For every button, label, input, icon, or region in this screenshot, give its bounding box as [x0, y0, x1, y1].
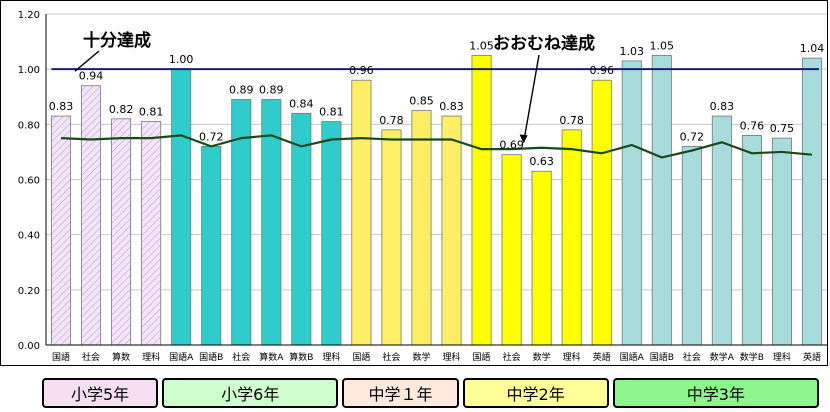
x-tick-label: 理科 — [322, 351, 340, 363]
annotation-arrow — [522, 54, 540, 143]
data-label: 0.83 — [439, 100, 464, 113]
grade-group-label: 小学5年 — [42, 378, 159, 408]
y-tick-label: 1.20 — [18, 10, 40, 21]
bar — [141, 121, 162, 346]
data-label: 1.04 — [800, 42, 825, 55]
x-tick-label: 国語A — [620, 351, 645, 363]
y-tick-label: 0.40 — [18, 231, 40, 242]
trend-line — [60, 134, 813, 159]
bar — [291, 112, 312, 346]
x-tick-label: 国語 — [52, 351, 70, 363]
data-label: 0.89 — [259, 84, 284, 97]
data-label: 0.81 — [319, 106, 344, 119]
bar — [711, 115, 732, 346]
y-tick-label: 1.00 — [18, 65, 40, 76]
data-label: 0.72 — [680, 130, 705, 143]
x-tick-label: 数学A — [710, 351, 735, 363]
data-label: 0.83 — [49, 100, 74, 113]
bar — [441, 115, 462, 346]
data-label: 0.78 — [379, 114, 404, 127]
x-tick-label: 理科 — [563, 351, 581, 363]
x-tick-label: 社会 — [382, 351, 400, 363]
x-tick-label: 算数B — [289, 351, 313, 363]
x-tick-label: 算数A — [259, 351, 284, 363]
x-tick-label: 数学 — [533, 351, 551, 363]
arrowhead — [519, 134, 528, 144]
y-tick-label: 0.20 — [18, 286, 40, 297]
x-tick-label: 社会 — [232, 351, 250, 363]
data-label: 0.94 — [79, 70, 104, 83]
annotation-label: 十分達成 — [83, 30, 151, 51]
data-label: 0.96 — [589, 64, 614, 77]
x-tick-label: 算数 — [112, 351, 130, 363]
grade-group-label: 中学１年 — [342, 378, 459, 408]
data-label: 1.03 — [620, 45, 645, 58]
bar — [201, 145, 222, 346]
bar — [591, 79, 612, 346]
data-label: 0.89 — [229, 84, 254, 97]
data-label: 0.96 — [349, 64, 374, 77]
data-label: 0.72 — [199, 130, 224, 143]
data-label: 0.83 — [710, 100, 735, 113]
bar — [411, 110, 432, 346]
y-tick-label: 0.00 — [18, 341, 40, 352]
data-label: 1.00 — [169, 53, 194, 66]
data-label: 0.78 — [559, 114, 584, 127]
data-label: 0.82 — [109, 103, 134, 116]
data-label: 0.84 — [289, 97, 314, 110]
y-tick-label: 0.80 — [18, 120, 40, 131]
y-tick-label: 0.60 — [18, 176, 40, 187]
x-tick-label: 国語A — [169, 351, 194, 363]
data-label: 1.05 — [469, 39, 494, 52]
x-tick-label: 理科 — [443, 351, 461, 363]
bar — [111, 118, 132, 346]
x-tick-label: 社会 — [503, 351, 521, 363]
x-tick-label: 英語 — [593, 351, 611, 363]
bar — [381, 129, 402, 346]
x-tick-label: 国語 — [473, 351, 491, 363]
bar — [741, 134, 762, 346]
bar — [351, 79, 372, 346]
data-label: 0.63 — [529, 155, 554, 168]
x-tick-label: 理科 — [773, 351, 791, 363]
bar — [771, 137, 792, 346]
bar — [321, 121, 342, 346]
x-tick-label: 社会 — [683, 351, 701, 363]
data-label: 0.76 — [740, 119, 765, 132]
bar — [81, 85, 102, 346]
chart-frame: 0.83 0.94 0.82 0.81 1.00 0.72 0.89 0.89 0.84 0.81… — [0, 0, 828, 366]
bar — [681, 145, 702, 346]
data-label: 0.69 — [499, 139, 524, 152]
x-tick-label: 数学 — [412, 351, 430, 363]
annotation-arrow — [74, 50, 100, 72]
x-tick-label: 国語 — [352, 351, 370, 363]
annotation-label: おおむね達成 — [493, 33, 595, 54]
bar — [231, 99, 252, 346]
bar — [561, 129, 582, 346]
grade-group-label: 中学2年 — [462, 378, 609, 408]
x-tick-label: 国語B — [199, 351, 223, 363]
x-tick-label: 理科 — [142, 351, 160, 363]
bar — [531, 170, 552, 346]
bar — [501, 154, 522, 346]
bar — [801, 57, 822, 346]
grade-group-label: 小学6年 — [162, 378, 339, 408]
bar — [471, 54, 492, 346]
data-label: 0.81 — [139, 106, 164, 119]
data-label: 0.75 — [770, 122, 795, 135]
bar — [651, 54, 672, 346]
data-label: 0.85 — [409, 95, 434, 108]
bar — [171, 68, 192, 346]
bar — [51, 115, 72, 346]
x-tick-label: 国語B — [650, 351, 674, 363]
grade-group-label: 中学3年 — [612, 378, 819, 408]
bar-chart: 0.83 0.94 0.82 0.81 1.00 0.72 0.89 0.89 0.84 0.81… — [18, 10, 827, 363]
x-tick-label: 英語 — [803, 351, 821, 363]
x-tick-label: 数学B — [740, 351, 764, 363]
bar — [621, 60, 642, 346]
x-tick-label: 社会 — [82, 351, 100, 363]
data-label: 1.05 — [650, 39, 675, 52]
